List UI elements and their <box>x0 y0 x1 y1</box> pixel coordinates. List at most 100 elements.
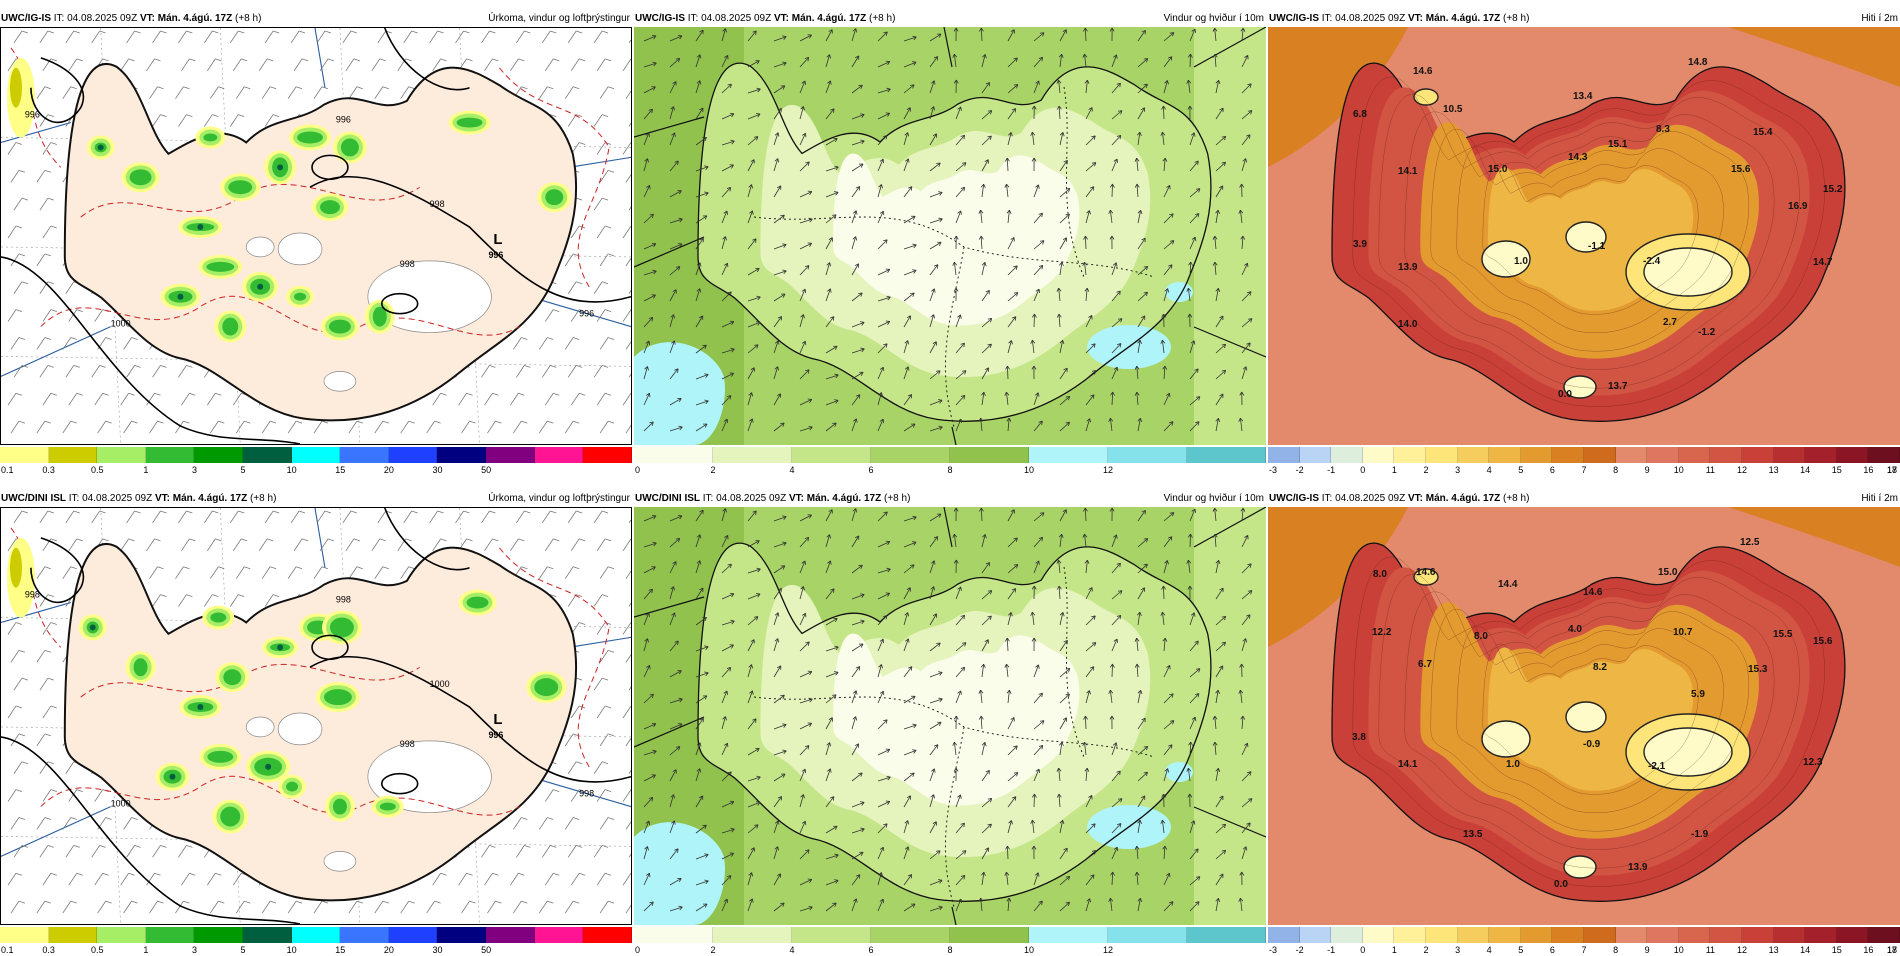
colorbar-tick-label: 18 <box>1887 464 1897 476</box>
init-time-label: IT: <box>688 13 699 24</box>
precip-heavy <box>228 180 252 194</box>
init-time: 04.08.2025 09Z <box>67 13 137 24</box>
colorbar-swatch <box>871 447 950 463</box>
temperature-point-label: 13.4 <box>1573 91 1593 102</box>
run-info: UWC/DINI ISL IT: 04.08.2025 09Z VT: Mán.… <box>1 490 276 507</box>
model-name: UWC/IG-IS <box>1269 13 1319 24</box>
colorbar-tick-label: -3 <box>1269 464 1277 476</box>
precip-heavy <box>320 200 340 214</box>
precip-heavy <box>222 318 238 336</box>
colorbar-swatch <box>1363 927 1395 943</box>
colorbar-tick-label: 0.1 <box>1 464 14 476</box>
colorbar-tick-label: 0 <box>1360 464 1365 476</box>
colorbar-tick-label: -2 <box>1296 464 1304 476</box>
colorbar <box>0 447 632 463</box>
temperature-point-label: 14.8 <box>1688 57 1708 68</box>
colorbar-swatch <box>1426 927 1458 943</box>
isobar-label: 998 <box>430 199 445 209</box>
temperature-point-label: 2.7 <box>1663 317 1677 328</box>
colorbar-swatch <box>1426 447 1458 463</box>
colorbar-swatch <box>1331 927 1363 943</box>
temperature-point-label: -2.4 <box>1643 256 1661 267</box>
map-panel-temp: UWC/IG-IS IT: 04.08.2025 09Z VT: Mán. 4.… <box>1268 490 1900 955</box>
colorbar-tick-label: -3 <box>1269 944 1277 956</box>
colorbar-swatch <box>1679 927 1711 943</box>
valid-time-label: VT: <box>1408 493 1423 504</box>
precip-very-heavy <box>197 704 203 710</box>
temperature-point-label: 13.9 <box>1398 262 1418 273</box>
colorbar-swatch <box>437 447 486 463</box>
colorbar <box>1268 927 1900 943</box>
colorbar-tick-label: 8 <box>947 944 952 956</box>
panel-header: UWC/DINI ISL IT: 04.08.2025 09Z VT: Mán.… <box>0 490 632 507</box>
colorbar-tick-label: -1 <box>1327 464 1335 476</box>
precip-very-heavy <box>257 284 263 290</box>
temperature-point-label: 3.8 <box>1352 732 1366 743</box>
colorbar-tick-label: 15 <box>335 944 345 956</box>
map-view[interactable] <box>634 27 1266 445</box>
precip-heavy <box>294 293 306 301</box>
colorbar-tick-label: 6 <box>868 944 873 956</box>
colorbar-swatch <box>1552 447 1584 463</box>
colorbar-swatch <box>1774 447 1806 463</box>
precip-very-heavy <box>90 624 96 630</box>
map-panel-wind: UWC/IG-IS IT: 04.08.2025 09Z VT: Mán. 4.… <box>634 10 1266 475</box>
map-graphic <box>634 507 1266 925</box>
precip-heavy <box>457 118 483 128</box>
colorbar-swatch <box>1805 927 1837 943</box>
model-name: UWC/DINI ISL <box>635 493 700 504</box>
colorbar-swatch <box>1394 927 1426 943</box>
colorbar-swatch <box>1710 927 1742 943</box>
temperature-point-label: 12.2 <box>1372 627 1392 638</box>
colorbar-swatch <box>1647 927 1679 943</box>
colorbar-tick-label: 30 <box>433 944 443 956</box>
temperature-point-label: 14.1 <box>1398 759 1418 770</box>
colorbar-swatch <box>583 447 632 463</box>
colorbar-tick-label: 10 <box>287 464 297 476</box>
valid-time: Mán. 4.ágú. 17Z <box>792 13 866 24</box>
temperature-point-label: -0.9 <box>1583 739 1601 750</box>
colorbar-tick-label: 0.5 <box>91 944 104 956</box>
precip-very-heavy <box>98 144 104 150</box>
temperature-point-label: 15.6 <box>1731 164 1751 175</box>
isobar-label: 1000 <box>111 319 131 329</box>
temperature-point-label: 15.1 <box>1608 139 1628 150</box>
colorbar-tick-label: 0 <box>1360 944 1365 956</box>
temperature-point-label: 5.9 <box>1691 689 1705 700</box>
colorbar <box>1268 447 1900 463</box>
colorbar-swatch <box>49 447 98 463</box>
panel-header: UWC/DINI ISL IT: 04.08.2025 09Z VT: Mán.… <box>634 490 1266 507</box>
colorbar-swatch <box>634 447 713 463</box>
valid-time: Mán. 4.ágú. 17Z <box>1426 493 1500 504</box>
precip-heavy <box>203 133 217 141</box>
colorbar-tick-label: 5 <box>241 464 246 476</box>
temperature-point-label: 6.7 <box>1418 659 1432 670</box>
temperature-point-label: 14.7 <box>1813 257 1833 268</box>
temperature-point-label: 0.0 <box>1554 879 1568 890</box>
colorbar-tick-label: 16 <box>1863 464 1873 476</box>
map-view[interactable] <box>634 507 1266 925</box>
temperature-point-label: 15.2 <box>1823 184 1843 195</box>
temperature-point-label: 1.0 <box>1506 759 1520 770</box>
lead-time: (+8 h) <box>1503 493 1529 504</box>
colorbar-tick-label: 3 <box>192 944 197 956</box>
init-time: 04.08.2025 09Z <box>716 493 786 504</box>
run-info: UWC/IG-IS IT: 04.08.2025 09Z VT: Mán. 4.… <box>1269 10 1529 27</box>
precip-very-heavy <box>277 644 283 650</box>
valid-time: Mán. 4.ágú. 17Z <box>807 493 881 504</box>
colorbar-swatch <box>243 447 292 463</box>
colorbar-tick-label: 18 <box>1887 944 1897 956</box>
map-panel-temp: UWC/IG-IS IT: 04.08.2025 09Z VT: Mán. 4.… <box>1268 10 1900 475</box>
low-letter: L <box>493 711 502 728</box>
precip-very-heavy <box>169 774 175 780</box>
precip-light-offshore <box>10 548 22 588</box>
colorbar-swatch <box>49 927 98 943</box>
